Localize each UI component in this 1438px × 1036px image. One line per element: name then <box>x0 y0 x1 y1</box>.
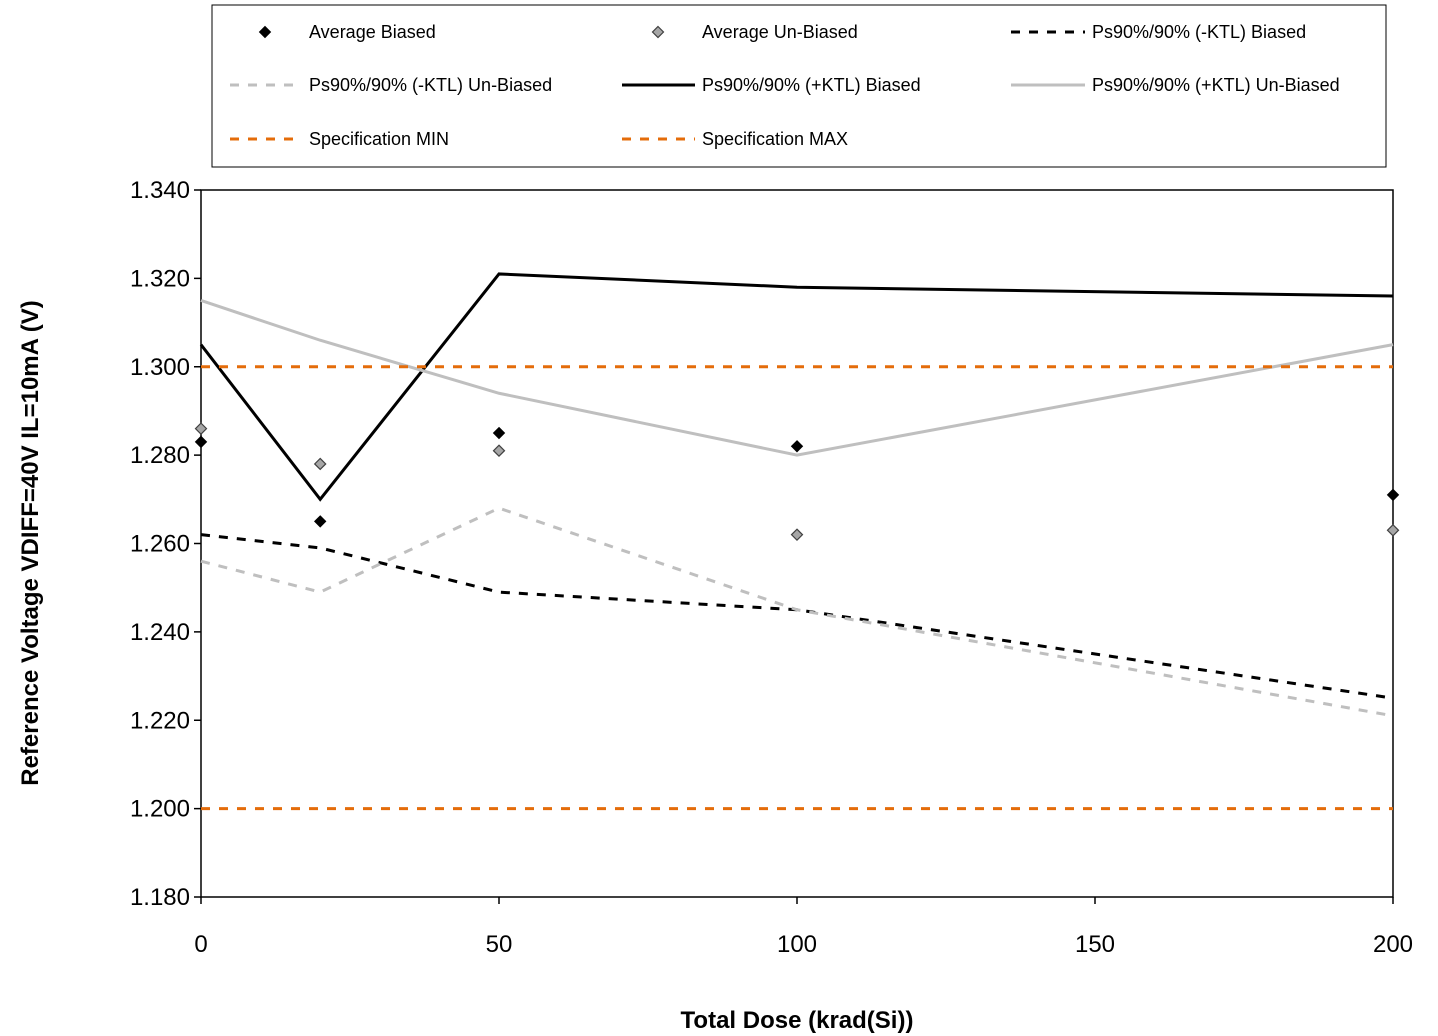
series-average-biased <box>194 426 1400 528</box>
y-tick-label: 1.300 <box>130 354 190 381</box>
y-tick-label: 1.180 <box>130 884 190 911</box>
data-point <box>790 440 804 453</box>
data-point <box>194 435 208 449</box>
x-axis-title: Total Dose (krad(Si)) <box>681 1007 914 1034</box>
x-tick-label: 0 <box>194 931 207 958</box>
legend-label: Specification MAX <box>702 129 848 149</box>
legend-item-ps90-90-ktl-un-biased: Ps90%/90% (+KTL) Un-Biased <box>1011 75 1340 95</box>
legend-item-ps90-90-ktl-biased: Ps90%/90% (-KTL) Biased <box>1011 22 1306 42</box>
data-point <box>492 426 506 440</box>
data-point <box>1386 523 1400 537</box>
data-point <box>313 457 327 471</box>
x-tick-label: 50 <box>486 931 513 958</box>
legend: Average Biased Average Un-Biased Ps90%/90%… <box>211 4 1387 168</box>
legend-item-ps90-90-ktl-biased: Ps90%/90% (+KTL) Biased <box>622 75 921 95</box>
legend-item-average-un-biased: Average Un-Biased <box>651 22 858 42</box>
series-ps90-90-ktl-biased <box>199 272 1394 502</box>
legend-box <box>211 4 1387 168</box>
data-point <box>1386 488 1400 502</box>
y-tick-label: 1.340 <box>130 177 190 204</box>
y-tick-label: 1.220 <box>130 707 190 734</box>
legend-label: Average Biased <box>309 22 436 42</box>
series-line <box>200 533 1394 700</box>
legend-swatch <box>258 25 272 39</box>
series-ps90-90-ktl-un-biased <box>200 299 1394 457</box>
legend-label: Ps90%/90% (+KTL) Biased <box>702 75 921 95</box>
legend-swatch <box>651 25 665 39</box>
y-tick-label: 1.240 <box>130 619 190 646</box>
data-point <box>492 444 506 458</box>
x-axis: 0 50 100 150 200 <box>194 897 1413 958</box>
legend-label: Ps90%/90% (+KTL) Un-Biased <box>1092 75 1340 95</box>
x-tick-label: 150 <box>1075 931 1115 958</box>
y-tick-label: 1.200 <box>130 796 190 823</box>
legend-item-ps90-90-ktl-un-biased: Ps90%/90% (-KTL) Un-Biased <box>230 75 552 95</box>
legend-label: Average Un-Biased <box>702 22 858 42</box>
legend-item-average-biased: Average Biased <box>258 22 436 42</box>
data-point <box>313 515 327 528</box>
data-point <box>790 528 804 542</box>
legend-label: Ps90%/90% (-KTL) Biased <box>1092 22 1306 42</box>
data-point <box>194 422 208 435</box>
series-line <box>199 272 1394 502</box>
y-tick-label: 1.260 <box>130 531 190 558</box>
series-average-un-biased <box>194 422 1400 542</box>
x-tick-label: 100 <box>777 931 817 958</box>
y-tick-label: 1.320 <box>130 265 190 292</box>
y-axis: 1.180 1.200 1.220 1.240 1.260 1.280 1.300 1.320… <box>130 177 201 911</box>
x-tick-label: 200 <box>1373 931 1413 958</box>
y-tick-label: 1.280 <box>130 442 190 469</box>
series-ps90-90-ktl-biased <box>200 533 1394 700</box>
legend-item-specification-min: Specification MIN <box>230 129 449 149</box>
legend-item-specification-max: Specification MAX <box>622 129 848 149</box>
legend-label: Ps90%/90% (-KTL) Un-Biased <box>309 75 552 95</box>
series-line <box>200 299 1394 457</box>
series-layer <box>194 272 1400 811</box>
plot-area <box>200 189 1394 898</box>
y-axis-title: Reference Voltage VDIFF=40V IL=10mA (V) <box>17 300 44 786</box>
legend-label: Specification MIN <box>309 129 449 149</box>
